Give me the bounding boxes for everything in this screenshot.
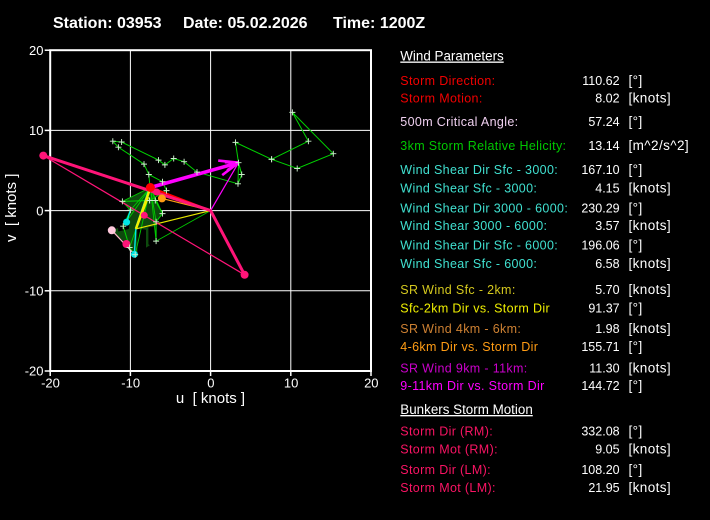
svg-text:4-6km Dir vs. Storm Dir: 4-6km Dir vs. Storm Dir bbox=[400, 340, 538, 354]
svg-text:-20: -20 bbox=[41, 376, 60, 391]
svg-text:SR Wind 9km - 11km:: SR Wind 9km - 11km: bbox=[400, 362, 527, 376]
svg-text:110.62: 110.62 bbox=[582, 74, 619, 88]
svg-text:Wind Shear Sfc - 3000:: Wind Shear Sfc - 3000: bbox=[400, 182, 537, 196]
svg-text:[knots]: [knots] bbox=[629, 480, 672, 495]
svg-text:[°]: [°] bbox=[629, 424, 643, 439]
svg-text:13.14: 13.14 bbox=[588, 139, 619, 153]
svg-text:500m Critical Angle:: 500m Critical Angle: bbox=[400, 115, 518, 129]
svg-text:Sfc-2km Dir vs. Storm Dir: Sfc-2km Dir vs. Storm Dir bbox=[400, 302, 550, 316]
svg-text:[°]: [°] bbox=[629, 462, 643, 477]
svg-text:[°]: [°] bbox=[629, 114, 643, 129]
svg-text:[°]: [°] bbox=[629, 378, 643, 393]
svg-text:0: 0 bbox=[36, 203, 43, 218]
svg-text:[°]: [°] bbox=[629, 301, 643, 316]
svg-text:5.70: 5.70 bbox=[595, 283, 619, 297]
svg-text:20: 20 bbox=[29, 43, 43, 58]
svg-text:Wind Parameters: Wind Parameters bbox=[400, 49, 504, 64]
svg-text:196.06: 196.06 bbox=[581, 239, 619, 253]
svg-text:Storm Dir (LM):: Storm Dir (LM): bbox=[400, 463, 491, 477]
svg-text:[°]: [°] bbox=[629, 201, 643, 216]
svg-text:[m^2/s^2]: [m^2/s^2] bbox=[629, 138, 690, 153]
svg-text:[knots]: [knots] bbox=[629, 321, 672, 336]
svg-text:91.37: 91.37 bbox=[588, 302, 619, 316]
svg-text:u [ knots ]: u [ knots ] bbox=[176, 390, 245, 407]
svg-text:[knots]: [knots] bbox=[629, 282, 672, 297]
svg-text:Station: 03953: Station: 03953 bbox=[53, 15, 162, 32]
svg-text:144.72: 144.72 bbox=[581, 379, 619, 393]
svg-text:11.30: 11.30 bbox=[589, 362, 619, 376]
svg-text:10: 10 bbox=[29, 123, 43, 138]
svg-text:155.71: 155.71 bbox=[581, 340, 619, 354]
svg-text:3.57: 3.57 bbox=[595, 219, 619, 233]
svg-text:9-11km Dir vs. Storm Dir: 9-11km Dir vs. Storm Dir bbox=[400, 379, 544, 393]
svg-text:[knots]: [knots] bbox=[629, 442, 672, 457]
svg-text:-10: -10 bbox=[121, 376, 140, 391]
svg-text:Storm Dir (RM):: Storm Dir (RM): bbox=[400, 425, 493, 439]
svg-text:[°]: [°] bbox=[629, 73, 643, 88]
svg-text:v [ knots ]: v [ knots ] bbox=[3, 174, 20, 242]
svg-text:108.20: 108.20 bbox=[581, 463, 619, 477]
svg-text:3km Storm Relative Helicity:: 3km Storm Relative Helicity: bbox=[400, 139, 566, 153]
svg-text:[knots]: [knots] bbox=[629, 361, 672, 376]
svg-text:Storm Direction:: Storm Direction: bbox=[400, 74, 495, 88]
svg-text:Wind Shear 3000 - 6000:: Wind Shear 3000 - 6000: bbox=[400, 219, 547, 233]
svg-text:Storm Motion:: Storm Motion: bbox=[400, 92, 482, 106]
svg-text:10: 10 bbox=[284, 376, 298, 391]
svg-text:21.95: 21.95 bbox=[588, 481, 619, 495]
svg-text:-20: -20 bbox=[25, 364, 44, 379]
svg-text:8.02: 8.02 bbox=[595, 92, 619, 106]
svg-text:6.58: 6.58 bbox=[595, 257, 619, 271]
svg-text:9.05: 9.05 bbox=[595, 443, 619, 457]
svg-text:Wind Shear Sfc - 6000:: Wind Shear Sfc - 6000: bbox=[400, 257, 537, 271]
svg-text:[°]: [°] bbox=[629, 238, 643, 253]
svg-text:Date: 05.02.2026: Date: 05.02.2026 bbox=[183, 15, 308, 32]
svg-text:1.98: 1.98 bbox=[595, 322, 619, 336]
svg-text:Storm Mot (RM):: Storm Mot (RM): bbox=[400, 443, 498, 457]
svg-text:[°]: [°] bbox=[629, 162, 643, 177]
svg-text:[knots]: [knots] bbox=[629, 218, 672, 233]
svg-text:Wind Shear Dir 3000 - 6000:: Wind Shear Dir 3000 - 6000: bbox=[400, 202, 568, 216]
svg-text:332.08: 332.08 bbox=[581, 425, 619, 439]
svg-text:[°]: [°] bbox=[629, 339, 643, 354]
svg-text:Time: 1200Z: Time: 1200Z bbox=[333, 15, 425, 32]
svg-text:SR Wind Sfc - 2km:: SR Wind Sfc - 2km: bbox=[400, 283, 515, 297]
svg-text:[knots]: [knots] bbox=[629, 181, 672, 196]
svg-text:-10: -10 bbox=[25, 284, 44, 299]
svg-text:[knots]: [knots] bbox=[629, 256, 672, 271]
svg-text:[knots]: [knots] bbox=[629, 91, 672, 106]
svg-text:SR Wind 4km - 6km:: SR Wind 4km - 6km: bbox=[400, 322, 521, 336]
svg-text:Wind Shear Dir Sfc - 3000:: Wind Shear Dir Sfc - 3000: bbox=[400, 163, 558, 177]
svg-text:Wind Shear Dir Sfc - 6000:: Wind Shear Dir Sfc - 6000: bbox=[400, 239, 558, 253]
svg-text:20: 20 bbox=[364, 376, 378, 391]
svg-text:Storm Mot (LM):: Storm Mot (LM): bbox=[400, 481, 496, 495]
svg-text:Bunkers Storm Motion: Bunkers Storm Motion bbox=[400, 402, 532, 417]
svg-text:167.10: 167.10 bbox=[581, 163, 619, 177]
svg-text:4.15: 4.15 bbox=[595, 182, 619, 196]
svg-text:57.24: 57.24 bbox=[588, 115, 619, 129]
svg-text:230.29: 230.29 bbox=[581, 202, 619, 216]
svg-text:0: 0 bbox=[207, 376, 214, 391]
